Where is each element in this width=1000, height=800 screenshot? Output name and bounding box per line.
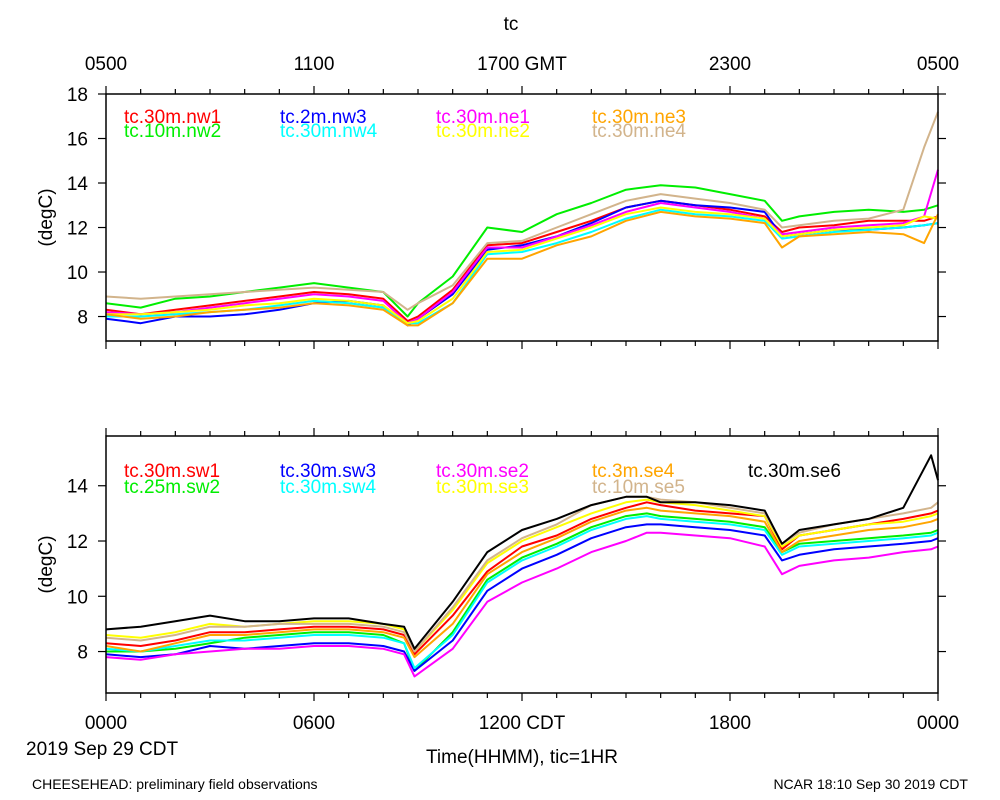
- y-tick-label: 14: [67, 174, 89, 195]
- y-axis-title: (degC): [36, 188, 57, 246]
- legend-label-tc-30m-ne1: tc.30m.ne1: [436, 107, 530, 128]
- y-tick-label: 10: [67, 587, 88, 608]
- bottom-axis-label: 1200 CDT: [479, 713, 566, 734]
- footer-right: NCAR 18:10 Sep 30 2019 CDT: [773, 776, 968, 792]
- series-line-tc-30m-se2: [105, 531, 939, 678]
- legend-label-tc-25m-sw2: tc.25m.sw2: [124, 477, 220, 498]
- legend-label-tc-30m-ne3: tc.30m.ne3: [592, 107, 686, 128]
- series-line-tc-30m-ne3: [105, 210, 939, 327]
- series-line-tc-25m-sw2: [106, 512, 939, 672]
- figure-title: tc: [504, 14, 519, 35]
- legend-label-tc-30m-se2: tc.30m.se2: [436, 461, 529, 482]
- series-line-tc-30m-nw4: [106, 208, 939, 325]
- legend-label-tc-30m-ne2: tc.30m.ne2: [436, 121, 530, 142]
- legend-label-tc-10m-se5: tc.10m.se5: [592, 477, 685, 498]
- legend-label-tc-30m-sw3: tc.30m.sw3: [280, 461, 376, 482]
- legend-label-tc-30m-nw1: tc.30m.nw1: [124, 107, 221, 128]
- legend-label-tc-30m-se3: tc.30m.se3: [436, 477, 529, 498]
- legend-label-tc-30m-sw4: tc.30m.sw4: [280, 477, 377, 498]
- y-tick-label: 18: [67, 85, 88, 106]
- legend-label-tc-30m-se6: tc.30m.se6: [748, 461, 841, 482]
- series-line-tc-30m-sw3: [105, 523, 939, 672]
- footer-left: CHEESEHEAD: preliminary field observatio…: [32, 776, 318, 792]
- top-axis-label: 0500: [85, 54, 127, 75]
- y-tick-label: 12: [67, 219, 88, 240]
- legend-label-tc-3m-se4: tc.3m.se4: [592, 461, 675, 482]
- legend-label-tc-30m-ne4: tc.30m.ne4: [592, 121, 686, 142]
- legend-label-tc-30m-sw1: tc.30m.sw1: [124, 461, 220, 482]
- legend-label-tc-30m-nw4: tc.30m.nw4: [280, 121, 378, 142]
- top-axis-label: 2300: [709, 54, 751, 75]
- date-label: 2019 Sep 29 CDT: [26, 739, 178, 760]
- series-line-tc-30m-sw4: [105, 515, 939, 670]
- series-line-tc-30m-nw1: [105, 199, 939, 322]
- bottom-axis-label: 0000: [917, 713, 959, 734]
- top-axis-label: 1700 GMT: [477, 54, 567, 75]
- series-line-tc-30m-ne2: [106, 206, 939, 325]
- series-line-tc-30m-sw1: [105, 501, 939, 656]
- y-tick-label: 8: [77, 643, 88, 664]
- top-axis-label: 1100: [294, 54, 335, 75]
- y-axis-title: (degC): [36, 535, 57, 593]
- series-line-tc-30m-se3: [105, 498, 939, 653]
- bottom-axis-label: 0600: [293, 713, 335, 734]
- top-axis-label: 0500: [917, 54, 959, 75]
- series-line-tc-30m-ne1: [105, 169, 939, 325]
- legend-label-tc-10m-nw2: tc.10m.nw2: [124, 121, 221, 142]
- y-tick-label: 16: [67, 130, 88, 151]
- bottom-axis-label: 1800: [709, 713, 751, 734]
- bottom-axis-label: 0000: [85, 713, 127, 734]
- series-line-tc-30m-ne4: [105, 111, 939, 311]
- y-tick-label: 14: [67, 477, 89, 498]
- series-line-tc-10m-se5: [105, 495, 939, 653]
- y-tick-label: 8: [77, 308, 88, 329]
- series-line-tc-30m-se6: [105, 454, 939, 650]
- series-line-tc-3m-se4: [105, 506, 939, 659]
- y-tick-label: 12: [67, 532, 88, 553]
- series-line-tc-10m-nw2: [105, 184, 939, 318]
- legend-label-tc-2m-nw3: tc.2m.nw3: [280, 107, 367, 128]
- y-tick-label: 10: [67, 263, 88, 284]
- x-axis-title: Time(HHMM), tic=1HR: [426, 747, 618, 768]
